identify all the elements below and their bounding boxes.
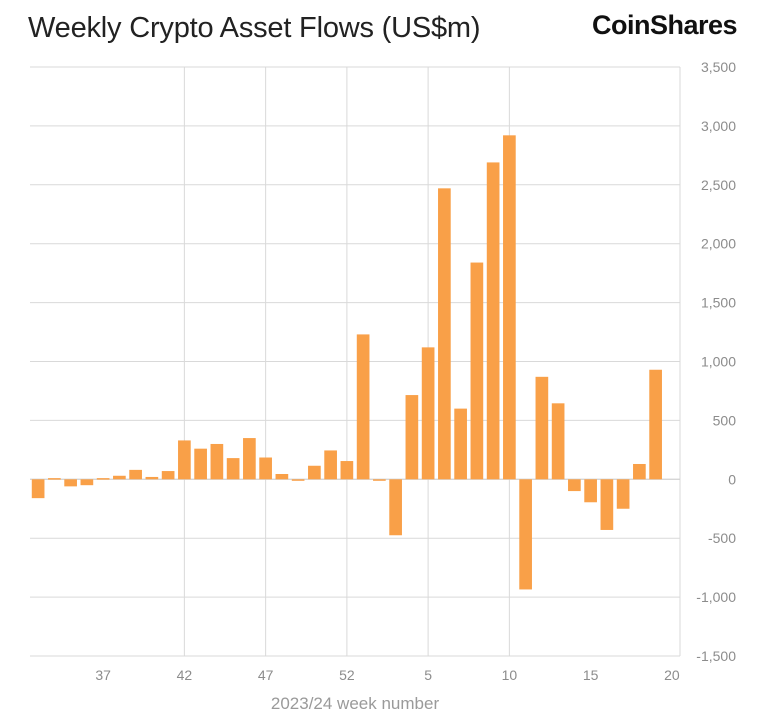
bar — [633, 463, 646, 480]
y-tick-label: 2,000 — [701, 236, 736, 252]
x-tick-label: 52 — [339, 667, 355, 683]
bar — [259, 457, 272, 480]
bar — [340, 461, 354, 480]
bar — [421, 347, 435, 480]
bar — [551, 403, 565, 480]
bar — [356, 334, 370, 480]
y-tick-label: -1,000 — [696, 589, 736, 605]
bar — [243, 438, 256, 480]
bar — [145, 476, 159, 480]
bar — [291, 479, 305, 481]
x-axis-label: 2023/24 week number — [271, 694, 440, 713]
x-tick-label: 5 — [424, 667, 432, 683]
y-tick-label: 3,000 — [701, 118, 736, 134]
y-tick-label: 2,500 — [701, 177, 736, 193]
bar — [226, 458, 240, 480]
bars — [31, 135, 662, 590]
bar — [194, 448, 207, 480]
bar — [535, 376, 549, 480]
bar — [129, 469, 142, 480]
bar — [568, 479, 581, 492]
bar — [584, 479, 597, 503]
chart-title: Weekly Crypto Asset Flows (US$m) — [28, 12, 481, 44]
bar — [470, 262, 484, 480]
x-axis-ticks: 37 42 47 52 5 10 15 20 — [95, 667, 680, 683]
bar — [31, 479, 45, 499]
bar — [178, 440, 191, 480]
bar — [389, 479, 402, 536]
bar — [48, 478, 61, 480]
x-tick-label: 15 — [583, 667, 599, 683]
y-tick-label: 0 — [728, 471, 736, 487]
bar — [308, 465, 321, 480]
bar — [503, 135, 516, 480]
bar — [324, 450, 337, 480]
y-tick-label: 500 — [713, 412, 737, 428]
y-tick-label: -1,500 — [696, 648, 736, 664]
x-tick-label: 37 — [95, 667, 111, 683]
bar — [373, 479, 386, 481]
bar — [600, 479, 614, 530]
x-tick-label: 42 — [177, 667, 193, 683]
bar — [96, 478, 110, 480]
x-tick-label: 47 — [258, 667, 274, 683]
bar — [649, 369, 662, 480]
coinshares-logo: CoinShares — [591, 10, 738, 40]
bar — [161, 471, 175, 480]
bar — [80, 479, 94, 486]
y-tick-label: 1,000 — [701, 354, 736, 370]
bar — [486, 162, 500, 480]
grid-lines — [30, 66, 681, 657]
bar — [64, 479, 77, 487]
bar — [454, 408, 467, 480]
bar — [113, 475, 126, 480]
bar — [519, 479, 532, 590]
x-tick-label: 20 — [664, 667, 680, 683]
bar — [210, 443, 224, 480]
bar — [616, 479, 630, 509]
x-tick-label: 10 — [502, 667, 518, 683]
y-axis-ticks: 3,500 3,000 2,500 2,000 1,500 1,000 500 0 -500 -1… — [696, 59, 736, 664]
bar — [405, 395, 419, 480]
bar — [275, 473, 289, 480]
y-tick-label: 3,500 — [701, 59, 736, 75]
y-tick-label: -500 — [708, 530, 736, 546]
bar — [438, 188, 451, 480]
y-tick-label: 1,500 — [701, 295, 736, 311]
